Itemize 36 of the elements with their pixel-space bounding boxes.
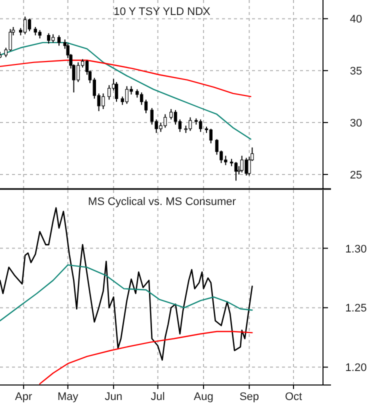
candlestick bbox=[209, 128, 213, 144]
candlestick bbox=[240, 155, 244, 173]
x-tick-label: Jul bbox=[150, 391, 165, 403]
line-series bbox=[39, 330, 253, 384]
y-tick-label: 1.25 bbox=[345, 302, 367, 315]
candlestick bbox=[108, 84, 111, 100]
text: MS Cyclical vs. MS Consumer bbox=[88, 196, 236, 208]
candlestick bbox=[114, 82, 118, 102]
candlestick bbox=[8, 28, 12, 52]
line-series bbox=[0, 264, 253, 322]
line-series bbox=[0, 60, 252, 98]
candlestick bbox=[174, 110, 178, 126]
y-tick-label: 1.20 bbox=[345, 362, 367, 374]
candlestick bbox=[198, 118, 202, 132]
x-tick-label: Apr bbox=[15, 391, 32, 403]
x-tick-label: May bbox=[57, 391, 79, 403]
x-tick-label: Oct bbox=[284, 391, 302, 403]
candlestick bbox=[244, 157, 248, 176]
y-tick-label: 40 bbox=[350, 14, 362, 26]
line-series bbox=[0, 207, 253, 361]
line-series bbox=[0, 42, 252, 140]
y-tick-label: 30 bbox=[350, 118, 362, 130]
y-tick-label: 25 bbox=[350, 169, 362, 182]
candlestick bbox=[47, 32, 50, 44]
candlestick bbox=[150, 108, 154, 126]
candlestick bbox=[169, 108, 173, 120]
y-tick-label: 1.30 bbox=[345, 243, 367, 256]
candlestick bbox=[28, 18, 32, 32]
candlestick bbox=[57, 34, 61, 46]
y-tick-label: 35 bbox=[350, 66, 362, 78]
candlestick bbox=[23, 16, 27, 35]
x-tick-label: Jun bbox=[104, 391, 122, 403]
x-tick-label: Aug bbox=[194, 391, 214, 403]
candlestick bbox=[234, 162, 238, 182]
text: 10 Y TSY YLD NDX bbox=[114, 6, 212, 18]
x-tick-label: Sep bbox=[239, 391, 260, 403]
